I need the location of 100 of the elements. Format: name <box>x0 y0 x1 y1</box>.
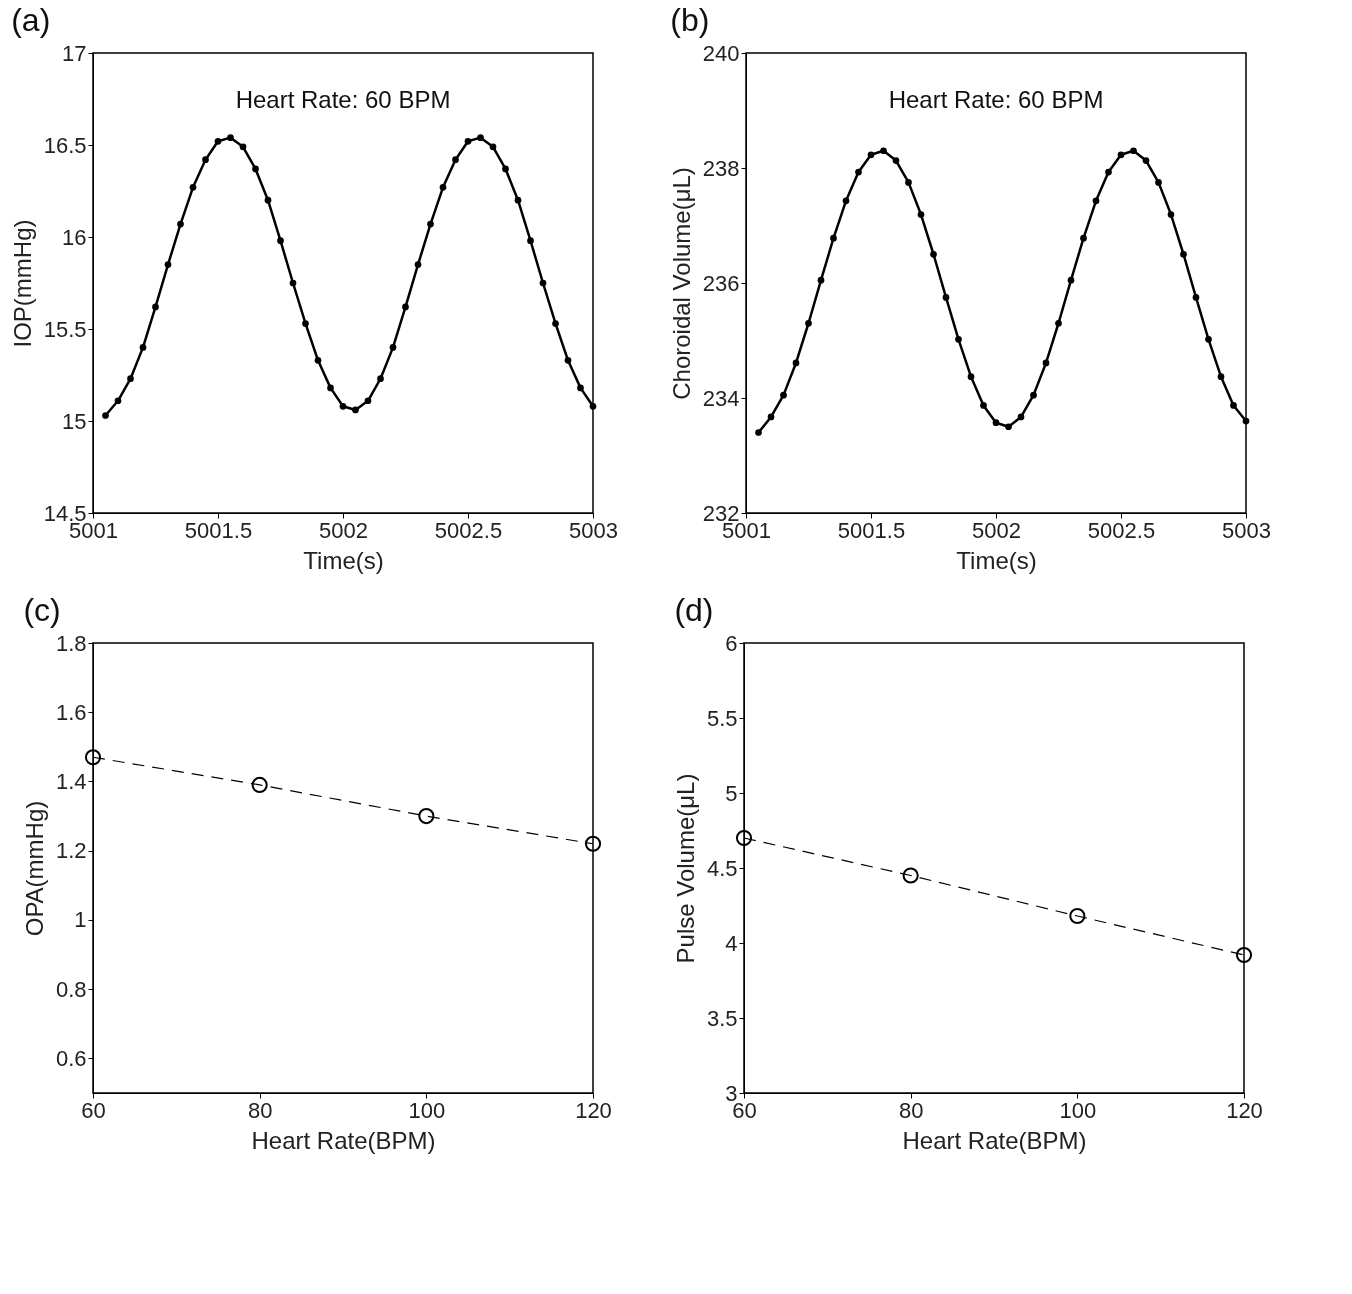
point <box>1155 179 1162 186</box>
y-tick-label: 3.5 <box>706 1005 738 1031</box>
point <box>302 320 309 327</box>
point <box>414 261 422 268</box>
point <box>418 808 435 825</box>
x-tick-label: 5003 <box>1222 517 1271 543</box>
x-tick-label: 5001.5 <box>184 517 253 543</box>
y-tick-label: 236 <box>702 270 740 296</box>
x-axis-title: Time(s) <box>303 546 384 574</box>
x-tick-label: 60 <box>81 1097 106 1123</box>
y-axis-title: IOP(mmHg) <box>8 219 36 348</box>
point <box>339 402 347 410</box>
x-tick-label: 5001.5 <box>837 517 906 543</box>
point <box>84 749 102 766</box>
point <box>992 419 1000 427</box>
point <box>377 375 384 383</box>
point <box>1105 168 1112 176</box>
y-tick-label: 0.6 <box>55 1045 87 1071</box>
point <box>139 344 147 351</box>
x-axis-title: Heart Rate(BPM) <box>251 1126 436 1154</box>
point <box>1130 147 1137 155</box>
point <box>880 147 887 155</box>
point <box>905 179 912 186</box>
point <box>955 336 962 343</box>
point <box>1180 250 1187 258</box>
point <box>164 261 172 268</box>
point <box>867 151 875 159</box>
point <box>277 237 284 245</box>
y-tick-label: 240 <box>702 40 740 66</box>
point <box>127 375 134 383</box>
x-tick-label: 120 <box>1226 1097 1263 1123</box>
point <box>1117 151 1125 159</box>
point <box>589 402 597 410</box>
y-tick-label: 238 <box>702 155 740 181</box>
point <box>967 373 975 381</box>
x-tick-label: 100 <box>1059 1097 1097 1123</box>
point <box>1069 907 1086 925</box>
x-tick-label: 80 <box>898 1097 924 1123</box>
point <box>1235 946 1253 964</box>
y-axis-title: Pulse Volume(μL) <box>671 773 699 964</box>
point <box>577 384 584 392</box>
point <box>1167 211 1175 218</box>
y-tick-label: 17 <box>62 40 87 66</box>
y-tick-label: 16.5 <box>43 132 87 158</box>
point <box>389 344 397 351</box>
point <box>842 197 850 205</box>
point <box>1205 336 1212 343</box>
x-tick-label: 5002 <box>319 517 368 543</box>
point <box>1242 417 1250 425</box>
point <box>817 276 825 284</box>
point <box>1030 391 1037 399</box>
y-tick-label: 1.6 <box>55 699 87 725</box>
chart-title: (a) <box>11 2 51 38</box>
point <box>514 196 522 204</box>
y-tick-label: 15.5 <box>43 316 87 342</box>
y-tick-label: 16 <box>62 224 87 250</box>
point <box>102 412 109 419</box>
point <box>830 234 837 242</box>
point <box>464 137 472 145</box>
y-axis-title: Choroidal Volume(μL) <box>667 167 695 400</box>
point <box>1042 359 1050 367</box>
point <box>489 143 497 151</box>
y-tick-label: 0.8 <box>55 976 87 1002</box>
point <box>327 384 334 392</box>
chart-title: (d) <box>674 592 714 628</box>
point <box>1142 157 1150 164</box>
annotation: Heart Rate: 60 BPM <box>235 86 451 113</box>
point <box>202 156 209 164</box>
x-tick-label: 80 <box>247 1097 273 1123</box>
point <box>1067 276 1075 284</box>
point <box>805 319 812 327</box>
point <box>539 279 547 287</box>
point <box>1055 319 1062 327</box>
point <box>189 183 197 191</box>
chart-title: (c) <box>23 592 61 628</box>
point <box>152 303 159 311</box>
y-tick-label: 1 <box>74 907 87 933</box>
point <box>227 134 234 141</box>
y-tick-label: 4.5 <box>706 855 738 881</box>
x-tick-label: 120 <box>575 1097 612 1123</box>
point <box>252 165 259 173</box>
point <box>427 220 434 228</box>
x-tick-label: 5002 <box>972 517 1021 543</box>
point <box>364 397 372 405</box>
point <box>439 183 447 191</box>
x-axis-title: Heart Rate(BPM) <box>902 1126 1087 1154</box>
point <box>452 156 459 164</box>
point <box>584 835 602 852</box>
x-tick-label: 5003 <box>569 517 618 543</box>
point <box>1192 294 1200 301</box>
point <box>289 279 297 287</box>
x-tick-label: 5002.5 <box>1087 517 1156 543</box>
point <box>402 303 409 311</box>
point <box>502 165 509 173</box>
point <box>780 391 787 399</box>
y-tick-label: 4 <box>725 930 738 956</box>
point <box>564 356 572 364</box>
point <box>251 776 268 793</box>
point <box>917 211 925 218</box>
point <box>980 402 987 409</box>
